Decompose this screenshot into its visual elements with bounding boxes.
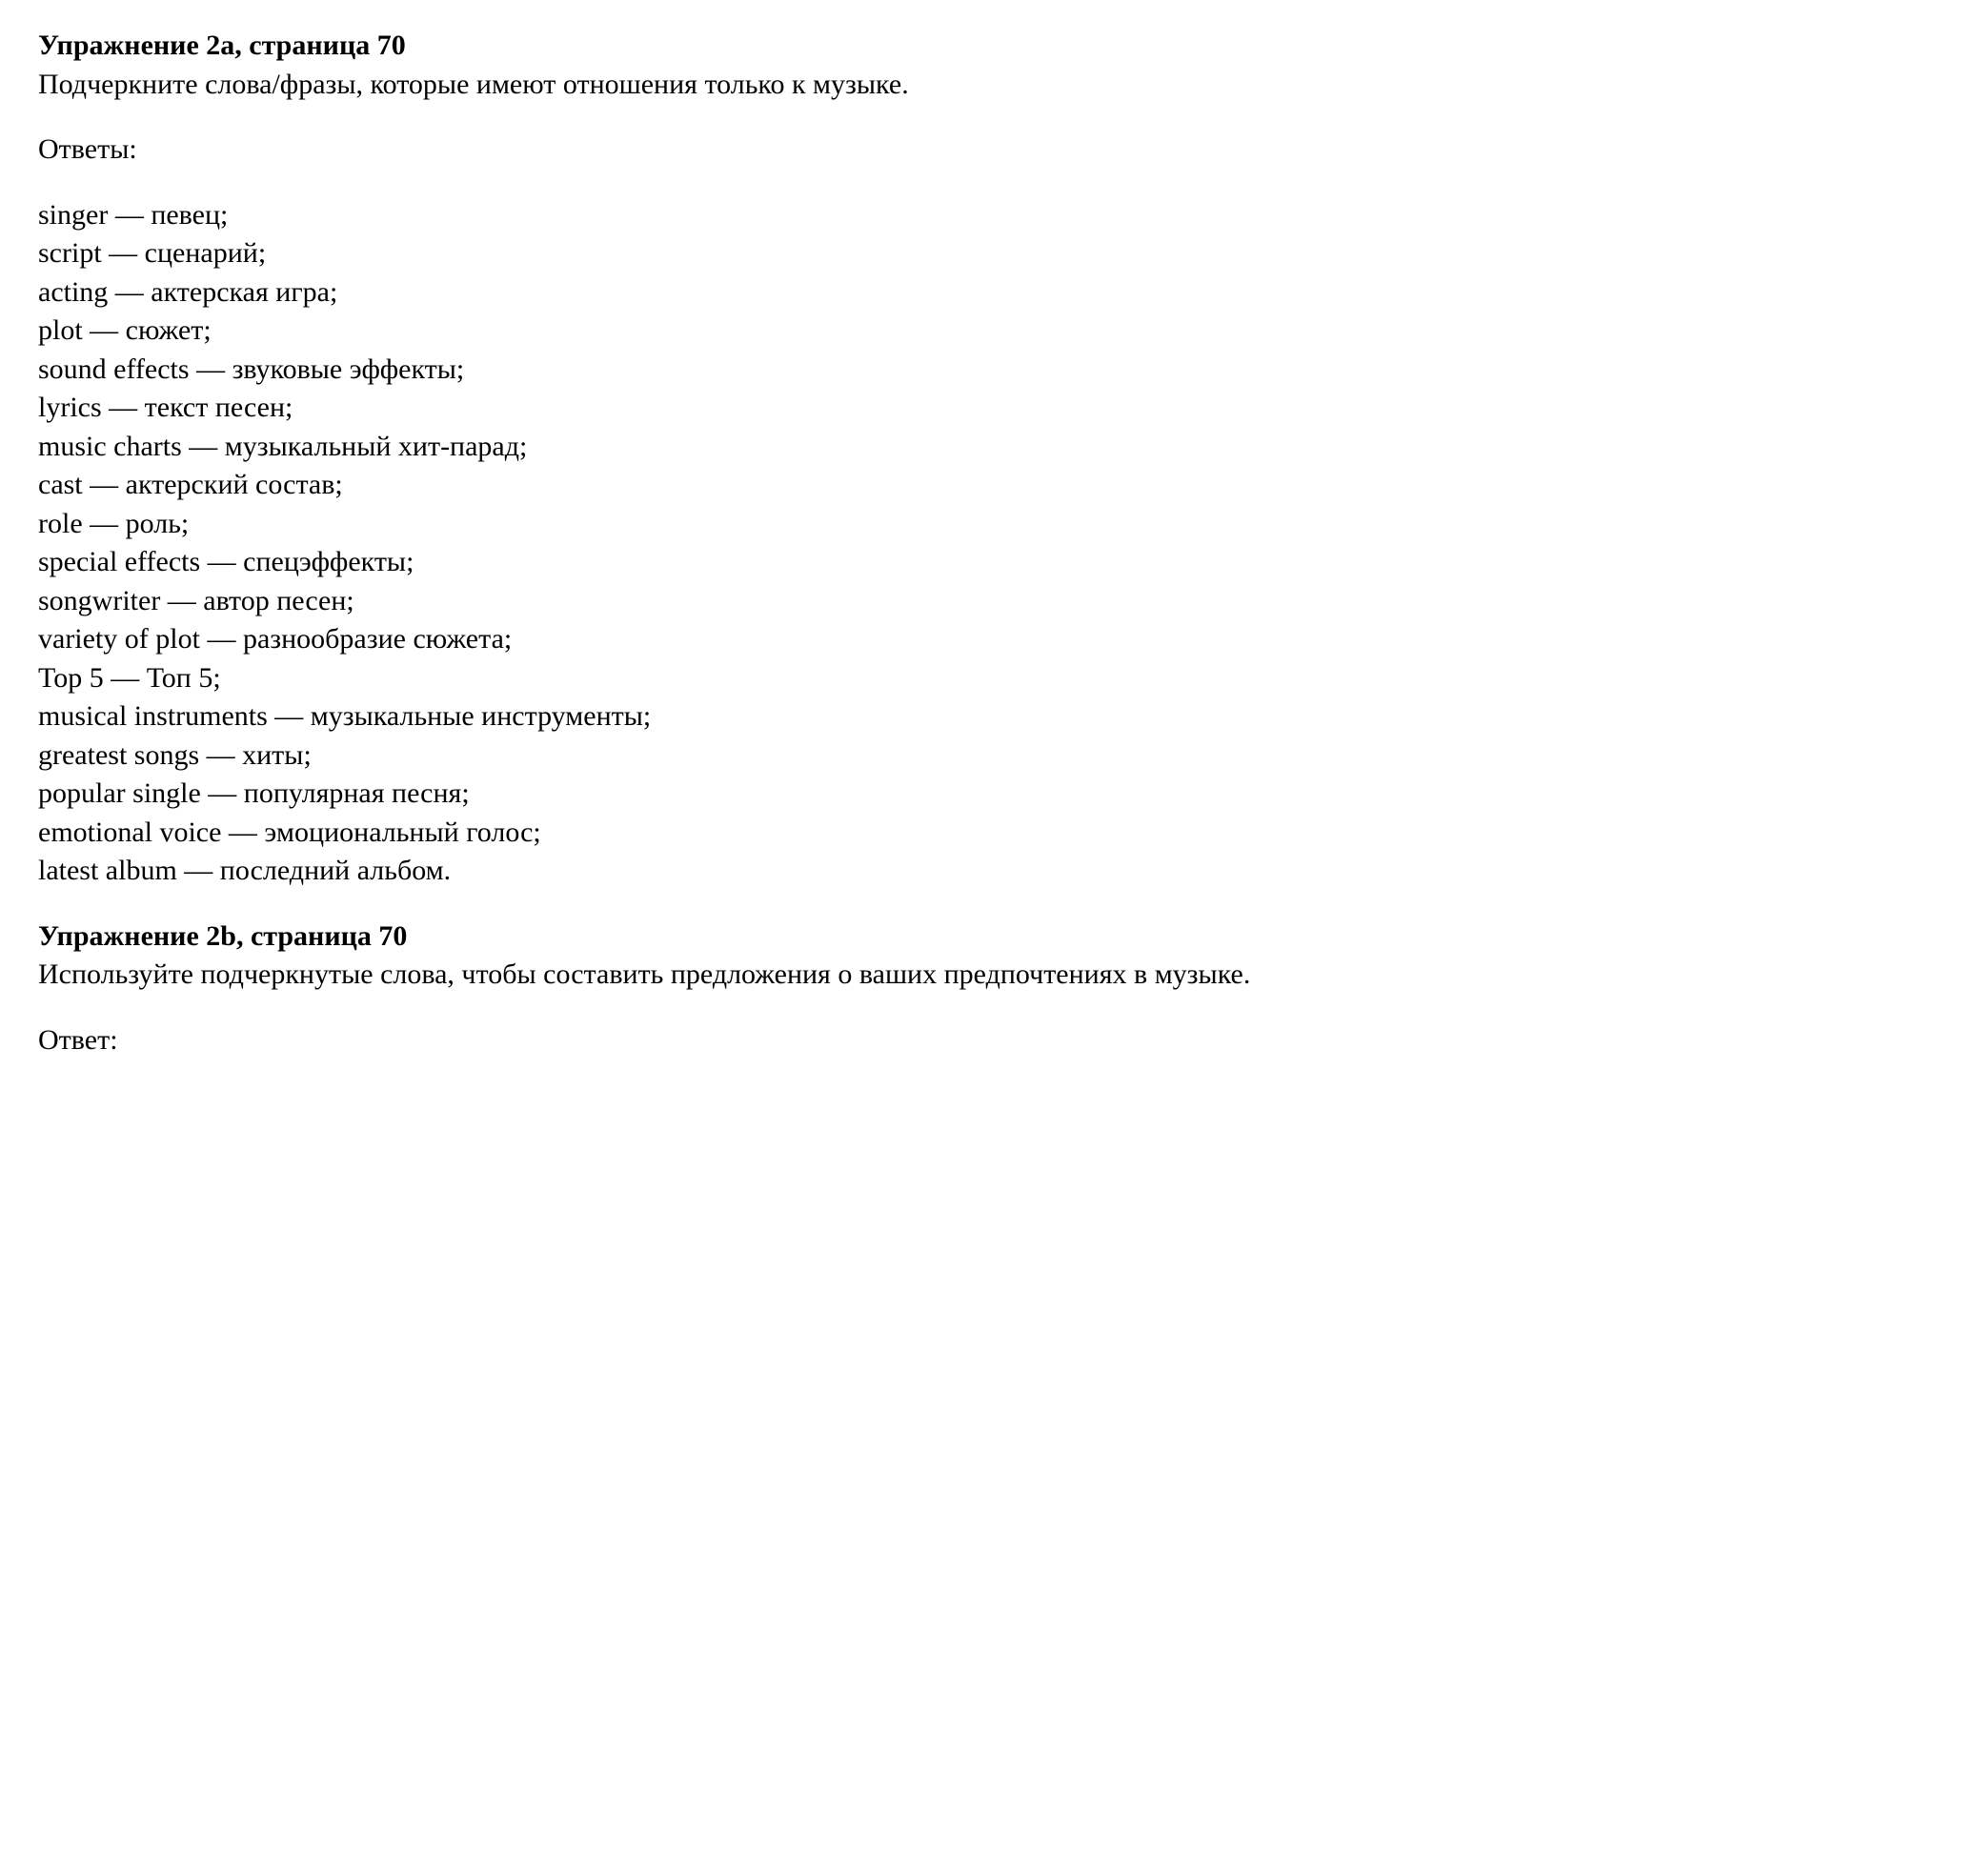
vocab-item: variety of plot — разнообразие сюжета; <box>38 620 1941 659</box>
vocab-item: lyrics — текст песен; <box>38 389 1941 428</box>
vocab-item: role — роль; <box>38 505 1941 544</box>
exercise-2a-instruction: Подчеркните слова/фразы, которые имеют о… <box>38 66 1941 105</box>
vocab-item: Top 5 — Топ 5; <box>38 659 1941 698</box>
vocab-item: music charts — музыкальный хит-парад; <box>38 428 1941 467</box>
vocab-item: popular single — популярная песня; <box>38 775 1941 814</box>
answers-label: Ответы: <box>38 131 1941 170</box>
answer-label: Ответ: <box>38 1021 1941 1060</box>
vocab-item: emotional voice — эмоциональный голос; <box>38 814 1941 853</box>
vocab-item: singer — певец; <box>38 196 1941 235</box>
vocab-item: musical instruments — музыкальные инстру… <box>38 697 1941 736</box>
vocabulary-list: singer — певец;script — сценарий;acting … <box>38 196 1941 891</box>
vocab-item: acting — актерская игра; <box>38 273 1941 313</box>
vocab-item: songwriter — автор песен; <box>38 582 1941 621</box>
vocab-item: cast — актерский состав; <box>38 466 1941 505</box>
vocab-item: special effects — спецэффекты; <box>38 543 1941 582</box>
vocab-item: latest album — последний альбом. <box>38 852 1941 891</box>
vocab-item: script — сценарий; <box>38 234 1941 273</box>
exercise-2b-instruction: Используйте подчеркнутые слова, чтобы со… <box>38 956 1941 995</box>
vocab-item: plot — сюжет; <box>38 312 1941 351</box>
vocab-item: greatest songs — хиты; <box>38 736 1941 776</box>
vocab-item: sound effects — звуковые эффекты; <box>38 351 1941 390</box>
exercise-2b-header: Упражнение 2b, страница 70 <box>38 918 1941 957</box>
exercise-2a-header: Упражнение 2a, страница 70 <box>38 27 1941 66</box>
